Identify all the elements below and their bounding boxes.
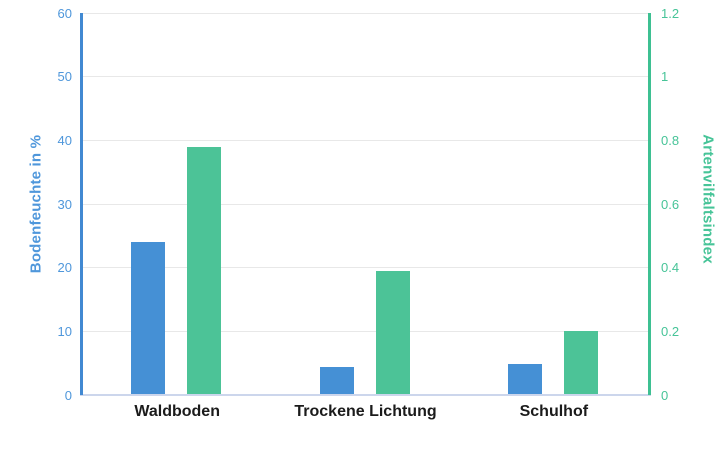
- left-tick-label: 40: [57, 132, 72, 148]
- right-tick-label: 0.8: [661, 132, 680, 148]
- bar-artenvilfaltsindex[interactable]: [563, 331, 598, 395]
- left-axis-line: [80, 13, 83, 395]
- x-category-label: Waldboden: [134, 403, 220, 420]
- bar-bodenfeuchte[interactable]: [507, 364, 542, 395]
- gridline: [83, 267, 648, 269]
- right-tick-label: 1: [661, 69, 669, 85]
- right-tick-label: 1.2: [661, 5, 680, 21]
- right-tick-label: 0.4: [661, 260, 680, 276]
- gridline: [83, 203, 648, 205]
- bar-bodenfeuchte[interactable]: [319, 366, 354, 395]
- x-axis-line: [80, 394, 651, 396]
- bar-artenvilfaltsindex[interactable]: [187, 146, 222, 395]
- plot-area: [83, 12, 648, 395]
- left-tick-label: 10: [57, 323, 72, 339]
- x-category-label: Schulhof: [519, 403, 589, 420]
- right-tick-label: 0.6: [661, 196, 680, 212]
- gridline: [83, 76, 648, 78]
- gridline: [83, 12, 648, 14]
- right-tick-label: 0: [661, 387, 669, 403]
- gridline: [83, 330, 648, 332]
- left-tick-label: 30: [57, 196, 72, 212]
- right-tick-label: 0.2: [661, 323, 680, 339]
- left-tick-label: 20: [57, 260, 72, 276]
- left-tick-label: 50: [57, 69, 72, 85]
- x-category-label: Trockene Lichtung: [294, 403, 437, 420]
- bar-bodenfeuchte[interactable]: [131, 242, 166, 395]
- right-axis-line: [648, 13, 651, 395]
- left-tick-label: 60: [57, 5, 72, 21]
- gridline: [83, 139, 648, 141]
- left-tick-label: 0: [64, 387, 72, 403]
- bar-artenvilfaltsindex[interactable]: [375, 270, 410, 395]
